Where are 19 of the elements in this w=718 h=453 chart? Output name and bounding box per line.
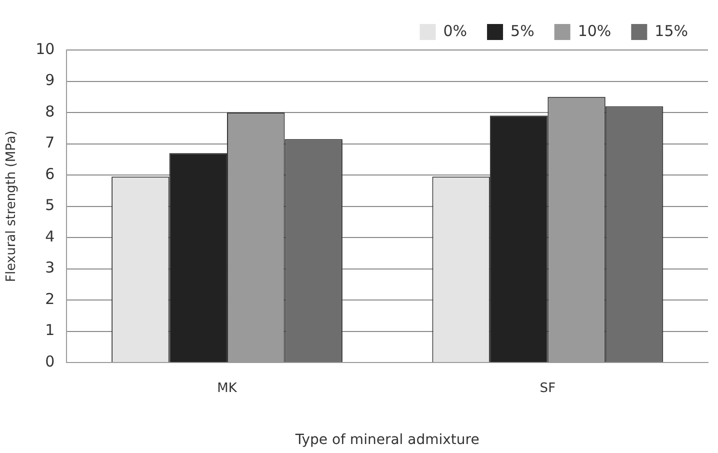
- y-tick-label: 10: [36, 40, 55, 58]
- legend-label: 10%: [578, 22, 612, 40]
- x-axis-title: Type of mineral admixture: [294, 432, 480, 448]
- y-tick-label: 2: [45, 290, 55, 308]
- y-tick-label: 6: [45, 164, 55, 183]
- x-tick-label: MK: [217, 380, 238, 396]
- legend-label: 5%: [510, 22, 534, 40]
- legend-label: 0%: [443, 22, 468, 40]
- y-tick-label: 9: [45, 71, 55, 90]
- y-axis-title: Flexural strength (MPa): [4, 130, 20, 282]
- y-tick-label: 7: [45, 134, 55, 152]
- y-tick-label: 0: [45, 352, 55, 370]
- y-tick-label: 8: [45, 102, 55, 120]
- y-tick-label: 5: [45, 196, 55, 214]
- x-tick-label: SF: [540, 380, 556, 396]
- y-tick-label: 4: [45, 227, 55, 246]
- y-tick-label: 1: [45, 321, 55, 340]
- legend-label: 15%: [654, 22, 688, 40]
- y-tick-label: 3: [45, 258, 55, 277]
